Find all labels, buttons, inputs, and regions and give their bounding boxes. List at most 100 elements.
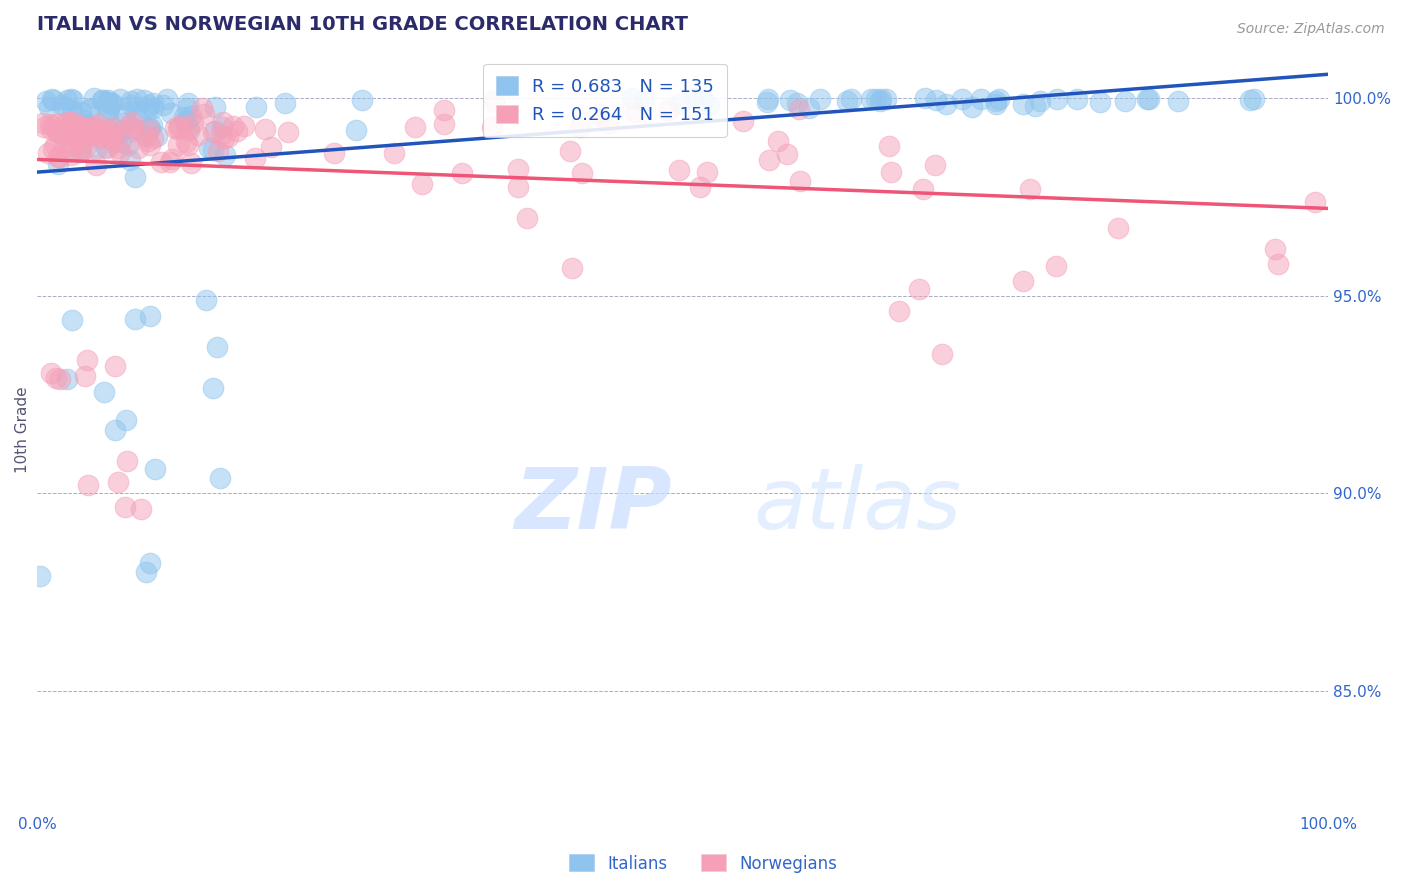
Point [568, 120, 591, 134]
Point [344, 122, 367, 136]
Point [124, 312, 146, 326]
Text: atlas: atlas [754, 464, 962, 548]
Point [889, 304, 911, 318]
Point [204, 100, 226, 114]
Point [42, 142, 65, 156]
Point [508, 179, 530, 194]
Point [142, 131, 165, 145]
Point [122, 120, 145, 135]
Point [984, 94, 1007, 108]
Point [776, 147, 799, 161]
Point [59, 148, 82, 162]
Point [692, 93, 714, 107]
Point [731, 114, 754, 128]
Point [138, 135, 160, 149]
Point [571, 166, 593, 180]
Point [988, 92, 1011, 106]
Point [60, 92, 83, 106]
Point [908, 283, 931, 297]
Point [87, 131, 110, 145]
Point [138, 121, 160, 136]
Point [668, 162, 690, 177]
Point [382, 146, 405, 161]
Point [100, 97, 122, 112]
Point [209, 470, 232, 484]
Point [173, 110, 195, 124]
Y-axis label: 10th Grade: 10th Grade [15, 386, 30, 474]
Point [46, 125, 69, 139]
Point [121, 115, 143, 129]
Point [69, 120, 91, 135]
Point [79, 126, 101, 140]
Point [107, 141, 129, 155]
Point [1305, 195, 1327, 210]
Point [79, 120, 101, 135]
Point [177, 122, 200, 136]
Point [1167, 94, 1189, 108]
Point [141, 118, 163, 132]
Point [101, 95, 124, 110]
Point [598, 116, 620, 130]
Point [65, 116, 87, 130]
Point [870, 92, 893, 106]
Point [352, 94, 374, 108]
Point [38, 100, 60, 114]
Point [62, 93, 84, 107]
Point [657, 103, 679, 117]
Point [254, 122, 277, 136]
Point [835, 95, 858, 109]
Legend: R = 0.683   N = 135, R = 0.264   N = 151: R = 0.683 N = 135, R = 0.264 N = 151 [484, 63, 727, 136]
Point [38, 117, 60, 131]
Point [696, 165, 718, 179]
Point [141, 101, 163, 115]
Point [1137, 92, 1160, 106]
Point [245, 100, 267, 114]
Point [66, 121, 89, 136]
Point [67, 145, 90, 159]
Point [159, 106, 181, 120]
Point [162, 152, 184, 166]
Point [217, 129, 239, 144]
Point [1066, 92, 1088, 106]
Point [63, 128, 86, 142]
Point [120, 98, 142, 112]
Point [97, 95, 120, 110]
Point [404, 120, 426, 135]
Point [142, 95, 165, 110]
Point [118, 119, 141, 133]
Point [167, 122, 190, 136]
Point [1028, 94, 1050, 108]
Point [950, 92, 973, 106]
Point [107, 475, 129, 489]
Point [93, 93, 115, 107]
Point [808, 92, 831, 106]
Point [214, 147, 236, 161]
Point [129, 501, 152, 516]
Point [59, 115, 82, 129]
Point [66, 133, 89, 147]
Point [75, 369, 97, 384]
Point [243, 151, 266, 165]
Point [53, 138, 76, 153]
Point [207, 144, 229, 158]
Point [103, 423, 125, 437]
Point [70, 120, 93, 134]
Point [127, 92, 149, 106]
Point [108, 145, 131, 159]
Point [201, 381, 224, 395]
Point [48, 150, 70, 164]
Point [1046, 92, 1069, 106]
Point [177, 138, 200, 153]
Point [911, 182, 934, 196]
Text: Source: ZipAtlas.com: Source: ZipAtlas.com [1237, 22, 1385, 37]
Point [207, 340, 229, 354]
Point [70, 144, 93, 158]
Point [45, 370, 67, 384]
Point [683, 91, 706, 105]
Point [668, 95, 690, 110]
Point [56, 115, 79, 129]
Point [49, 127, 72, 141]
Point [76, 126, 98, 140]
Text: ITALIAN VS NORWEGIAN 10TH GRADE CORRELATION CHART: ITALIAN VS NORWEGIAN 10TH GRADE CORRELAT… [37, 15, 688, 34]
Point [274, 96, 297, 111]
